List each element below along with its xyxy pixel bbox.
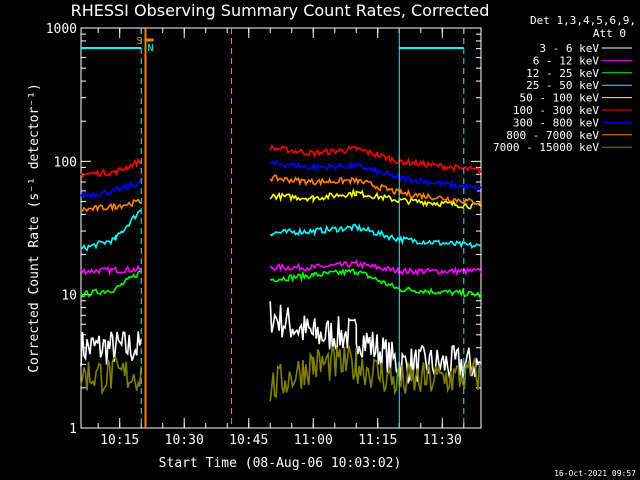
series-line-25-50kev (80, 209, 482, 252)
x-tick-label: 11:30 (423, 433, 462, 448)
y-tick-label: 1000 (46, 22, 77, 37)
plot-frame (80, 27, 482, 429)
generation-timestamp: 16-Oct-2021 09:57 (554, 469, 636, 478)
marker-layer: SN (81, 28, 465, 428)
legend-label: 6 - 12 keV (533, 54, 600, 67)
series-line-3-6kev (80, 301, 482, 385)
legend-label: 800 - 7000 keV (506, 129, 599, 142)
x-tick-label: 10:45 (229, 433, 268, 448)
series-line-7000-15000kev (80, 346, 482, 402)
plot-area (80, 27, 482, 429)
x-tick-label: 11:15 (358, 433, 397, 448)
x-tick-label: 11:00 (294, 433, 333, 448)
legend-header-line-1: Det 1,3,4,5,6,9, (530, 14, 636, 27)
series-line-800-7000kev (80, 174, 482, 213)
x-axis-title: Start Time (08-Aug-06 10:03:02) (159, 456, 402, 471)
chart-title: RHESSI Observing Summary Count Rates, Co… (71, 1, 490, 20)
series-layer (80, 144, 482, 402)
x-tick-label: 10:30 (165, 433, 204, 448)
legend-header-line-2: Att 0 (593, 27, 626, 40)
legend-label: 300 - 800 keV (513, 116, 599, 129)
legend-label: 7000 - 15000 keV (493, 141, 599, 154)
series-line-300-800kev (80, 159, 482, 200)
x-tick-label: 10:15 (100, 433, 139, 448)
legend-label: 3 - 6 keV (539, 42, 599, 55)
x-axis: 10:15 10:30 10:45 11:00 11:15 11:30 (97, 28, 465, 448)
legend-label: 12 - 25 keV (526, 67, 599, 80)
y-tick-label: 1 (69, 422, 77, 437)
series-line-100-300kev (80, 144, 482, 179)
legend-label: 100 - 300 keV (513, 104, 599, 117)
legend-label: 25 - 50 keV (526, 79, 599, 92)
y-tick-label: 100 (54, 155, 77, 170)
legend-label: 50 - 100 keV (520, 92, 600, 105)
saa-annotation: S (137, 36, 143, 47)
night-annotation: N (148, 43, 154, 54)
series-line-50-100kev (269, 187, 482, 210)
series-line-12-25kev (80, 268, 482, 299)
y-tick-label: 10 (61, 289, 77, 304)
series-line-6-12kev (80, 259, 482, 277)
y-axis-title: Corrected Count Rate (s⁻¹ detector⁻¹) (27, 83, 42, 373)
